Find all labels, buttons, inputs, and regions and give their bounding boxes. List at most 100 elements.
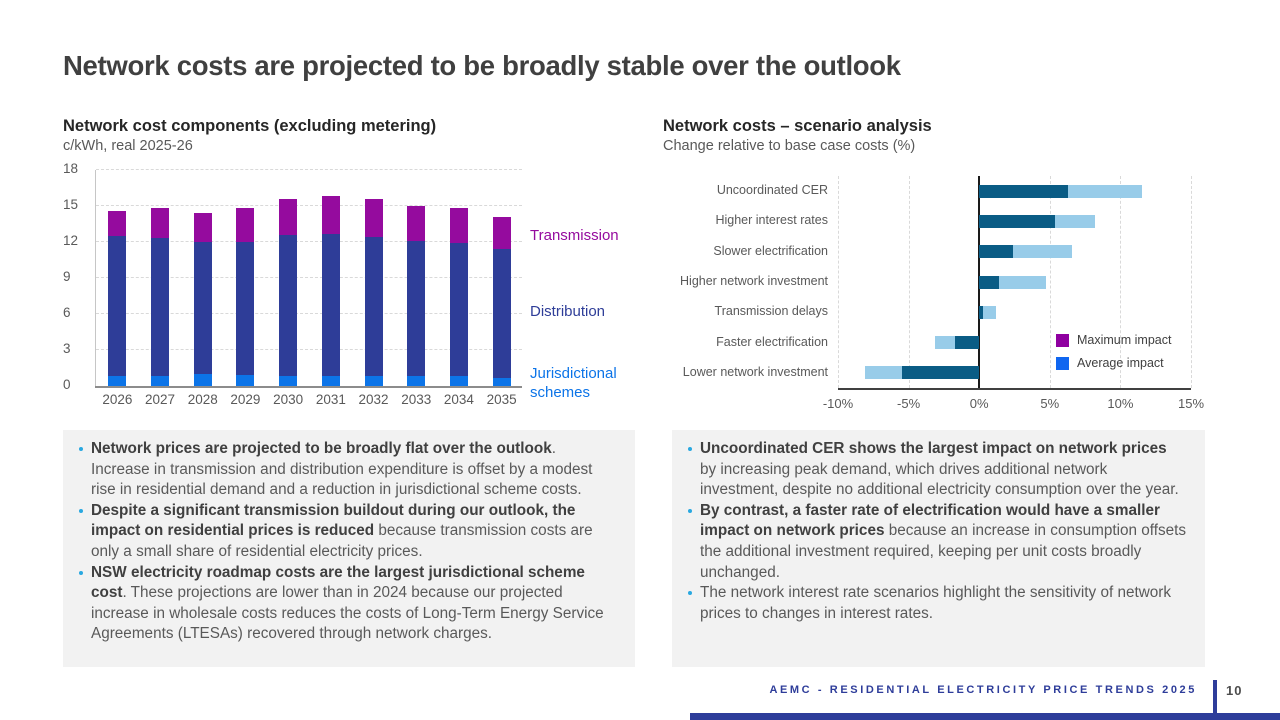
footer-report-title: AEMC - RESIDENTIAL ELECTRICITY PRICE TRE… [769,684,1197,696]
note-bold-lead: By contrast, a faster rate of electrific… [700,501,1160,540]
left-chart-x-tick-label: 2029 [230,392,261,407]
legend-label: Maximum impact [1077,333,1172,347]
transmission-label: Transmission [530,227,619,244]
maximum-impact-bar [1055,214,1095,228]
left-chart-gridline [96,277,522,278]
legend-item-maximum: Maximum impact [1056,333,1171,347]
maximum-impact-bar [1013,245,1073,259]
bullet-icon [688,591,692,596]
scenario-label: Uncoordinated CER [716,183,828,198]
left-chart-y-tick-label: 0 [63,377,71,392]
bar-segment-jurisdictional-schemes [407,376,426,386]
stacked-bar-2031 [321,196,340,386]
note-bullet: Network prices are projected to be broad… [78,439,617,501]
left-chart-x-tick-label: 2033 [401,392,432,407]
footer-divider [1213,680,1217,717]
left-chart-y-tick-label: 6 [63,305,71,320]
bar-segment-jurisdictional-schemes [236,375,255,386]
footer-accent-bar [690,713,1280,720]
right-notes-box: Uncoordinated CER shows the largest impa… [672,430,1205,667]
right-chart-gridline [908,176,910,388]
bar-segment-distribution [151,238,170,377]
maximum-impact-bar [983,305,997,319]
left-chart-y-tick-label: 3 [63,341,71,356]
left-chart-y-tick-label: 15 [63,197,79,212]
stacked-bar-2028 [193,213,212,386]
left-chart-y-tick-label: 9 [63,269,71,284]
bar-segment-jurisdictional-schemes [321,376,340,386]
note-bullet: By contrast, a faster rate of electrific… [687,501,1187,583]
bar-segment-transmission [407,206,426,241]
average-impact-bar [979,214,1056,228]
right-chart-title: Network costs – scenario analysis [663,117,932,135]
page-number: 10 [1226,683,1243,698]
stacked-bar-2033 [407,206,426,386]
stacked-bar-2032 [364,198,383,386]
bar-segment-transmission [364,198,383,238]
scenario-label: Transmission delays [714,304,828,319]
bar-segment-distribution [193,242,212,374]
right-chart-gridline [1049,176,1051,388]
left-chart-gridline [96,349,522,350]
bar-segment-transmission [236,208,255,242]
bar-segment-transmission [492,216,511,250]
note-bold-lead: Network prices are projected to be broad… [91,440,552,457]
average-impact-bar [979,184,1069,198]
stacked-bar-2027 [151,208,170,386]
bar-segment-transmission [193,213,212,242]
distribution-label: Distribution [530,303,606,320]
bar-segment-distribution [492,249,511,378]
stacked-bar-2030 [279,198,298,386]
bar-segment-transmission [321,196,340,234]
left-chart-x-tick-label: 2034 [443,392,474,407]
left-chart-gridline [96,169,522,170]
left-chart-gridline [96,205,522,206]
left-chart-x-tick-label: 2030 [273,392,304,407]
bar-segment-distribution [364,237,383,377]
page-title: Network costs are projected to be broadl… [63,50,901,81]
legend-label: Average impact [1077,356,1164,370]
bar-segment-jurisdictional-schemes [492,377,511,386]
bullet-icon [79,508,83,513]
left-chart-x-tick-label: 2026 [102,392,133,407]
left-chart-x-tick-label: 2028 [187,392,218,407]
left-chart-gridline [96,313,522,314]
bar-segment-jurisdictional-schemes [151,376,170,386]
right-chart-gridline [1120,176,1122,388]
average-impact-bar [979,245,1014,259]
bullet-icon [79,570,83,575]
left-chart-x-tick-label: 2027 [145,392,176,407]
bar-segment-transmission [151,208,170,239]
right-chart-gridline [838,176,839,388]
average-impact-bar [955,336,980,350]
right-chart-x-tick-label: 15% [1177,396,1205,411]
bar-segment-distribution [449,243,468,377]
bullet-icon [79,447,83,451]
note-bold-lead: NSW electricity roadmap costs are the la… [91,563,585,602]
right-chart-x-tick-label: 10% [1107,396,1134,411]
maximum-impact-bar [998,275,1046,289]
bar-segment-jurisdictional-schemes [108,376,127,386]
scenario-label: Higher network investment [680,274,828,288]
maximum-impact-bar [935,336,956,350]
note-bullet: Despite a significant transmission build… [78,501,617,563]
bar-segment-jurisdictional-schemes [364,376,383,386]
bullet-icon [688,508,692,513]
bar-segment-distribution [108,236,127,377]
right-chart-x-tick-label: -5% [897,396,921,411]
bar-segment-distribution [407,240,426,377]
right-chart-gridline [1191,176,1192,388]
network-cost-components-plot: 0 3 6 9 12 15 18 2026 2027 2028 2029 2030 2031 2032 20… [63,161,522,407]
scenario-analysis-plot: -10% -5% 0% 5% 10% 15% Uncoordinated CER Higher… [680,176,1204,411]
legend-item-average: Average impact [1056,356,1164,370]
maximum-impact-bar [1068,184,1142,198]
left-chart-title: Network cost components (excluding meter… [63,117,437,135]
right-chart-x-tick-label: 0% [969,396,989,411]
stacked-bar-2034 [449,208,468,386]
left-chart-y-tick-label: 12 [63,233,79,248]
bar-segment-transmission [279,198,298,235]
stacked-bar-2026 [108,210,127,386]
bar-segment-jurisdictional-schemes [193,374,212,386]
bar-segment-distribution [321,233,340,377]
